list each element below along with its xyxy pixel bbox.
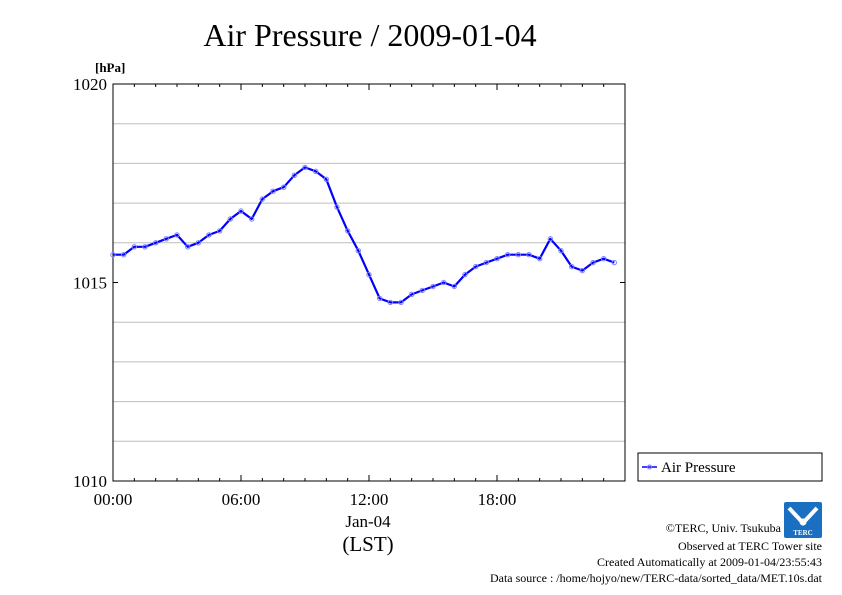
data-point	[526, 252, 532, 258]
data-point	[387, 299, 393, 306]
data-point	[558, 248, 564, 254]
data-point	[206, 232, 212, 238]
data-point	[398, 299, 404, 306]
x-tick-label: 18:00	[478, 490, 517, 509]
data-point	[163, 236, 170, 242]
data-point	[345, 228, 351, 234]
x-tick-labels: 00:00 06:00 12:00 18:00	[94, 490, 517, 509]
logo-text: TERC	[793, 529, 812, 537]
data-point	[131, 244, 138, 250]
data-point	[270, 188, 276, 194]
data-point	[259, 196, 265, 202]
data-point	[281, 184, 287, 190]
chart-title: Air Pressure / 2009-01-04	[203, 17, 536, 53]
data-point	[185, 244, 191, 250]
y-tick-labels: 1010 1015 1020	[73, 75, 107, 491]
data-point	[313, 168, 319, 175]
data-point	[430, 283, 436, 290]
data-point	[227, 216, 234, 222]
data-point	[334, 204, 340, 210]
data-point	[611, 259, 617, 266]
data-point	[366, 271, 372, 278]
series-line	[113, 166, 615, 304]
data-point	[462, 271, 468, 278]
y-axis-label: [hPa]	[95, 60, 125, 75]
data-point	[355, 248, 361, 254]
data-point	[217, 228, 223, 234]
created-text: Created Automatically at 2009-01-04/23:5…	[597, 555, 822, 569]
site-text: Observed at TERC Tower site	[678, 539, 822, 553]
data-point	[473, 263, 479, 270]
x-tick-label: 06:00	[222, 490, 261, 509]
data-point	[569, 263, 575, 270]
axis-ticks	[113, 83, 625, 482]
data-point	[537, 256, 543, 262]
data-point	[579, 267, 585, 274]
data-point	[110, 252, 116, 258]
data-point	[515, 252, 521, 258]
grid-lines	[113, 123, 625, 442]
source-text: Data source : /home/hojyo/new/TERC-data/…	[490, 571, 823, 585]
legend-label: Air Pressure	[661, 460, 736, 476]
terc-logo: TERC	[784, 502, 822, 538]
data-point	[547, 236, 553, 242]
data-point	[451, 283, 457, 290]
x-axis-unit: (LST)	[342, 532, 393, 556]
data-point	[419, 287, 425, 294]
data-point	[249, 216, 255, 222]
legend: Air Pressure	[637, 452, 823, 482]
series-group	[110, 164, 617, 306]
data-point	[483, 259, 489, 266]
x-tick-label: 00:00	[94, 490, 133, 509]
data-point	[590, 259, 596, 266]
data-point	[494, 256, 500, 262]
plot-frame	[112, 83, 626, 482]
data-point	[142, 244, 148, 250]
credit-text: ©TERC, Univ. Tsukuba	[666, 521, 782, 535]
data-point	[291, 172, 297, 179]
data-point	[377, 295, 383, 302]
data-point	[323, 176, 329, 183]
data-point	[195, 240, 202, 246]
data-point	[441, 279, 447, 286]
x-axis-date: Jan-04	[345, 512, 391, 531]
y-tick-label: 1020	[73, 75, 107, 94]
data-point	[238, 208, 244, 214]
legend-box	[637, 452, 823, 482]
data-point	[153, 240, 159, 246]
data-point	[409, 291, 415, 298]
logo-drop-icon	[799, 518, 807, 526]
data-point	[505, 252, 511, 258]
x-tick-label: 12:00	[350, 490, 389, 509]
data-point	[121, 252, 127, 258]
y-tick-label: 1010	[73, 472, 107, 491]
data-point	[174, 232, 180, 238]
data-point	[601, 256, 607, 262]
y-tick-label: 1015	[73, 274, 107, 293]
data-point	[302, 164, 308, 171]
legend-marker	[647, 464, 652, 470]
